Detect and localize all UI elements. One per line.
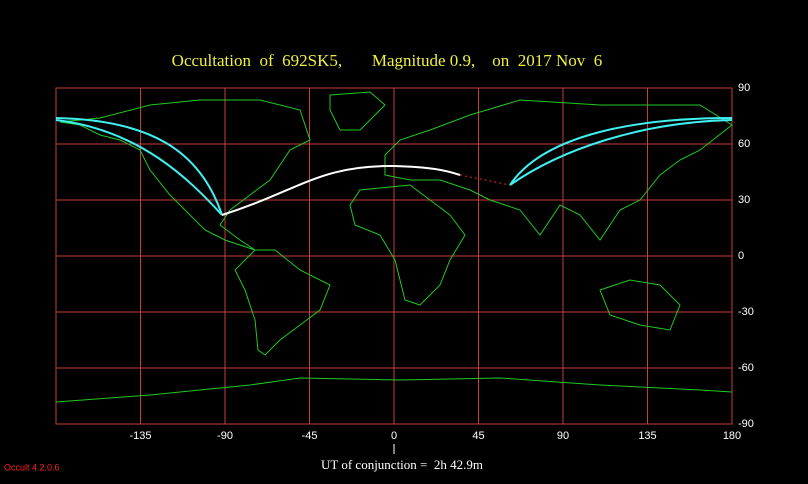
title: Occultation of 692SK5, Magnitude 0.9, on… bbox=[172, 51, 603, 70]
y-tick-label: -30 bbox=[738, 306, 754, 318]
landmasses bbox=[55, 91, 733, 403]
center-line bbox=[221, 164, 461, 216]
north-america bbox=[59, 99, 311, 251]
x-tick-label: 180 bbox=[723, 430, 741, 442]
y-tick-label: 60 bbox=[738, 138, 750, 150]
australia bbox=[599, 279, 681, 331]
x-tick-label: 90 bbox=[557, 430, 569, 442]
x-tick-label: -90 bbox=[217, 430, 233, 442]
footer: UT of conjunction = 2h 42.9m bbox=[321, 457, 483, 472]
path-limit bbox=[55, 117, 223, 216]
occultation-path bbox=[55, 117, 733, 216]
x-tick-label: -45 bbox=[302, 430, 318, 442]
path-limit bbox=[509, 119, 733, 186]
y-tick-label: 30 bbox=[738, 194, 750, 206]
y-tick-label: -60 bbox=[738, 362, 754, 374]
y-tick-label: 90 bbox=[738, 82, 750, 94]
eurasia bbox=[384, 99, 733, 241]
x-tick-label: -135 bbox=[129, 430, 151, 442]
africa bbox=[349, 184, 466, 306]
path-limit bbox=[55, 119, 223, 216]
x-tick-label: 0 bbox=[391, 430, 397, 442]
greenland bbox=[329, 91, 386, 131]
y-tick-label: -90 bbox=[738, 418, 754, 430]
x-tick-label: 45 bbox=[472, 430, 484, 442]
version: Occult 4.2.0.6 bbox=[4, 462, 60, 472]
path-limit bbox=[509, 117, 733, 186]
path-gap bbox=[459, 174, 511, 186]
south-america bbox=[234, 249, 331, 356]
x-tick-label: 135 bbox=[638, 430, 656, 442]
antarctica bbox=[55, 377, 733, 403]
y-tick-label: 0 bbox=[738, 250, 744, 262]
